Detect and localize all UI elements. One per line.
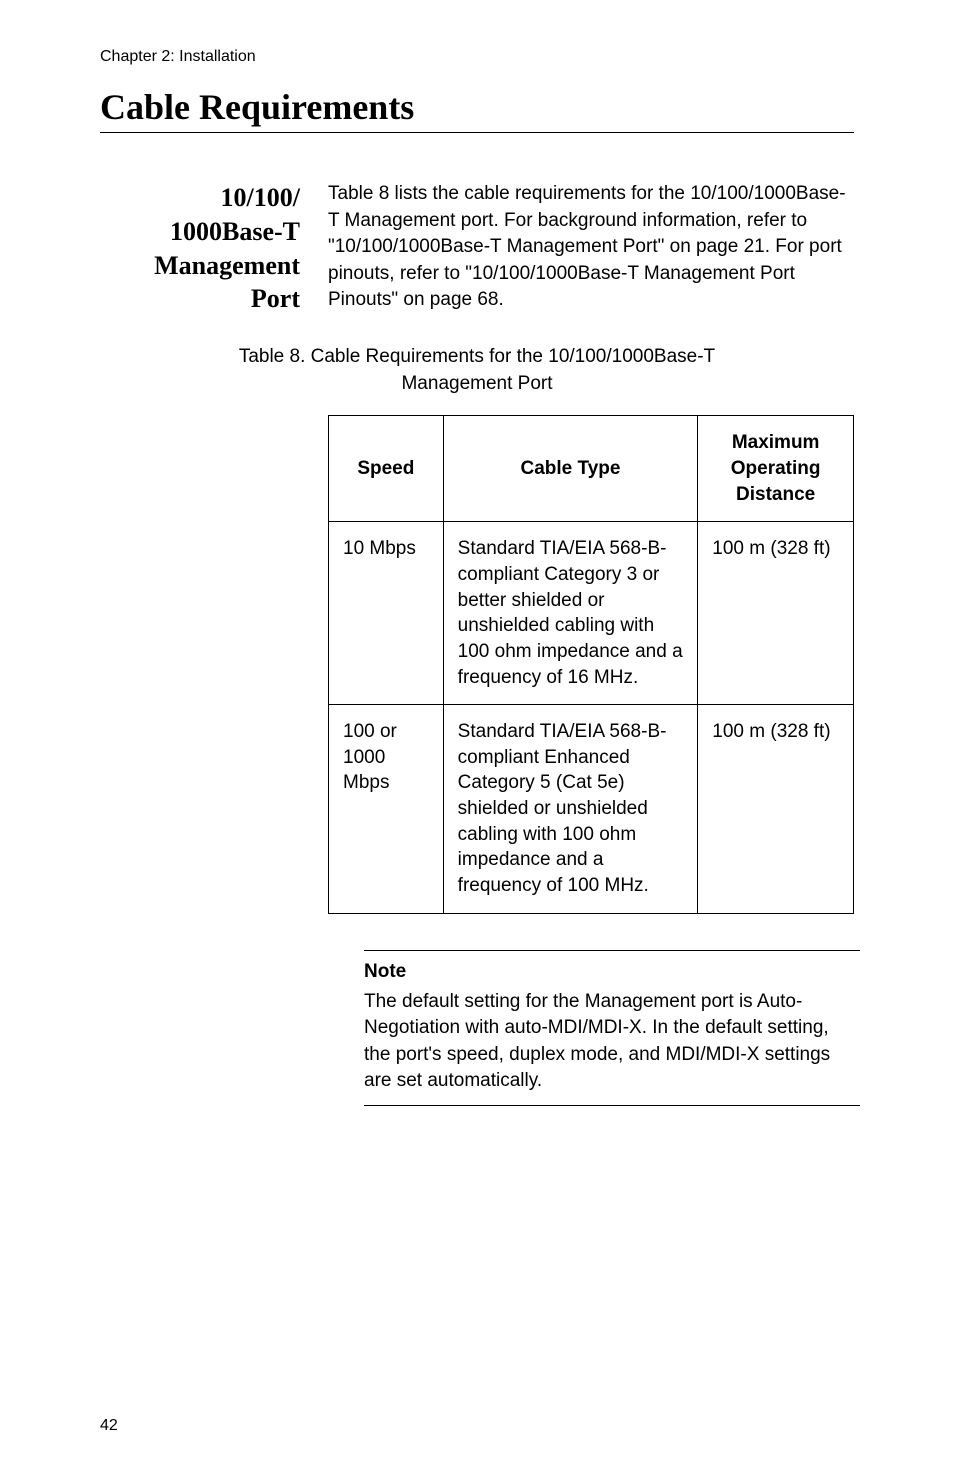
td-cable-type: Standard TIA/EIA 568-B-compliant Enhance… [443, 705, 698, 913]
intro-paragraph: Table 8 lists the cable requirements for… [328, 181, 854, 316]
note-rule-bottom [364, 1105, 860, 1106]
side-heading-line: 1000Base-T [170, 217, 300, 246]
side-heading-line: Port [251, 284, 300, 313]
th-cable-type: Cable Type [443, 416, 698, 522]
note-text: The default setting for the Management p… [364, 989, 860, 1095]
td-distance: 100 m (328 ft) [698, 522, 854, 705]
th-max-distance-line: Distance [736, 484, 815, 505]
th-max-distance-line: Operating [731, 458, 821, 479]
th-max-distance-line: Maximum [732, 432, 820, 453]
td-speed: 10 Mbps [329, 522, 444, 705]
th-speed: Speed [329, 416, 444, 522]
side-heading-line: Management [154, 251, 300, 280]
table-caption-line: Table 8. Cable Requirements for the 10/1… [239, 346, 715, 367]
table-header-row: Speed Cable Type Maximum Operating Dista… [329, 416, 854, 522]
note-label: Note [364, 961, 860, 983]
side-heading: 10/100/ 1000Base-T Management Port [100, 181, 300, 316]
note-block: Note The default setting for the Managem… [364, 950, 860, 1106]
page-number: 42 [100, 1417, 118, 1435]
th-max-distance: Maximum Operating Distance [698, 416, 854, 522]
table-caption: Table 8. Cable Requirements for the 10/1… [100, 344, 854, 397]
requirements-table: Speed Cable Type Maximum Operating Dista… [328, 415, 854, 913]
td-cable-type: Standard TIA/EIA 568-B-compliant Categor… [443, 522, 698, 705]
table-caption-line: Management Port [401, 373, 552, 394]
table-row: 10 Mbps Standard TIA/EIA 568-B-compliant… [329, 522, 854, 705]
side-heading-line: 10/100/ [221, 183, 300, 212]
td-distance: 100 m (328 ft) [698, 705, 854, 913]
note-rule-top [364, 950, 860, 951]
table-row: 100 or 1000 Mbps Standard TIA/EIA 568-B-… [329, 705, 854, 913]
title-underline [100, 132, 854, 133]
td-speed: 100 or 1000 Mbps [329, 705, 444, 913]
section-title: Cable Requirements [100, 86, 854, 128]
chapter-header: Chapter 2: Installation [100, 48, 854, 66]
